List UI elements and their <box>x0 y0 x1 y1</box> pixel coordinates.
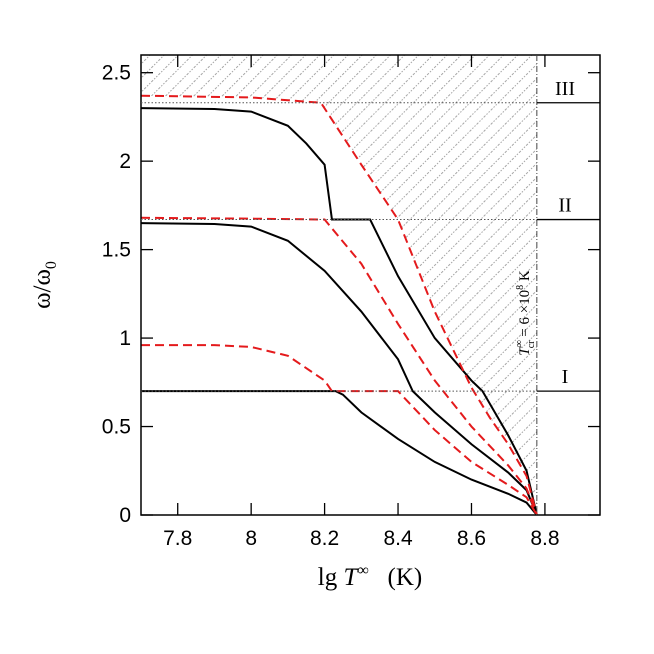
x-tick-label: 8.8 <box>530 527 559 550</box>
x-tick-label: 8.4 <box>383 527 413 550</box>
level-label: II <box>558 195 571 217</box>
curve <box>141 390 538 515</box>
level-label: I <box>562 366 569 388</box>
plot-area <box>141 55 538 515</box>
annotation-part: cr <box>526 340 537 348</box>
x-tick-label: 7.8 <box>163 527 192 550</box>
x-tick-label: 8 <box>245 527 257 550</box>
curve <box>141 222 538 515</box>
y-tick-label: 2 <box>119 150 131 173</box>
curve <box>141 94 538 515</box>
annotation-part: K <box>517 270 533 285</box>
hatched-region <box>141 55 537 515</box>
plot-frame <box>140 54 601 516</box>
curve <box>141 216 538 515</box>
y-tick-label: 1.5 <box>102 239 131 262</box>
y-tick-label: 1 <box>119 327 131 350</box>
annotation-part: ∞ <box>514 340 525 347</box>
y-tick-label: 0.5 <box>102 416 131 439</box>
x-tick-label: 8.6 <box>457 527 486 550</box>
x-axis-label: lg T∞ (K) <box>318 562 422 591</box>
level-label: III <box>555 78 575 100</box>
annotation-part: = 6 ×10 <box>517 290 533 341</box>
y-axis-label: ω/ω0 <box>29 261 60 309</box>
curve <box>141 107 538 515</box>
y-tick-label: 0 <box>119 504 131 527</box>
x-tick-label: 8.2 <box>310 527 339 550</box>
annotation-part: 8 <box>515 285 526 290</box>
annotation-part: T <box>517 346 533 356</box>
critical-temperature-label: T∞cr = 6 ×108 K <box>514 270 537 356</box>
y-tick-label: 2.5 <box>102 62 131 85</box>
